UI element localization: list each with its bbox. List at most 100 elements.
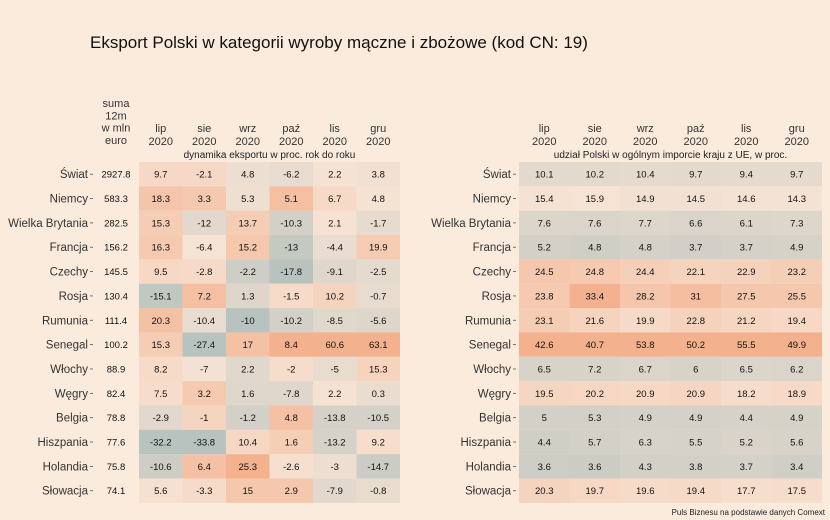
heatmap-cell (356, 332, 400, 357)
cell-value-label: 5.3 (588, 413, 601, 424)
cell-value-label: 33.4 (586, 291, 605, 302)
heatmap-cell (182, 186, 226, 211)
cell-value-label: 7.2 (588, 364, 601, 375)
country-label: Rosja (59, 291, 89, 303)
cell-value-label: 9.7 (689, 170, 702, 181)
heatmap-cell (670, 381, 721, 406)
year-header-label: 2020 (279, 136, 303, 148)
year-header-label: 2020 (366, 136, 390, 148)
heatmap-cell (670, 308, 721, 333)
country-label: Włochy (473, 364, 511, 376)
cell-value-label: 19.6 (636, 486, 655, 497)
heatmap-cell (182, 381, 226, 406)
cell-value-label: 25.5 (788, 291, 807, 302)
cell-value-label: 15.9 (586, 194, 605, 205)
heatmap-cell (771, 210, 822, 236)
heatmap-cell (226, 259, 270, 284)
month-header-label: wrz (238, 123, 256, 135)
heatmap-cell (721, 381, 772, 406)
cell-value-label: 5.5 (689, 438, 702, 449)
cell-value-label: 6.7 (639, 364, 652, 375)
right-heatmap-panel: lip2020sie2020wrz2020paź2020lis2020gru20… (431, 123, 822, 503)
heatmap-cell (313, 405, 357, 430)
cell-value-label: 18.9 (788, 389, 807, 400)
cell-value-label: -2 (287, 364, 295, 375)
cell-value-label: -13.8 (324, 413, 346, 424)
cell-value-label: 7.3 (790, 218, 803, 229)
cell-value-label: 15.3 (369, 364, 388, 375)
cell-value-label: 14.3 (788, 194, 807, 205)
cell-value-label: -10.5 (367, 413, 389, 424)
cell-value-label: -1.5 (283, 291, 299, 302)
cell-value-label: 3.7 (740, 243, 753, 254)
heatmap-cell (139, 162, 183, 187)
cell-value-label: 19.9 (636, 316, 655, 327)
cell-value-label: 18.3 (152, 194, 171, 205)
month-header-label: paź (282, 123, 300, 135)
heatmap-cell (182, 210, 226, 236)
country-label: Francja (50, 242, 89, 254)
heatmap-cell (771, 308, 822, 333)
cell-value-label: 20.9 (636, 389, 655, 400)
heatmap-cell (670, 210, 721, 236)
cell-value-label: 9.7 (790, 170, 803, 181)
cell-value-label: 7.6 (588, 218, 601, 229)
heatmap-cell (356, 405, 400, 430)
heatmap-cell (139, 454, 183, 479)
cell-value-label: 20.3 (152, 316, 171, 327)
cell-value-label: 63.1 (369, 340, 388, 351)
heatmap-cell (620, 454, 671, 479)
cell-value-label: 5.3 (241, 194, 254, 205)
heatmap-cell (313, 478, 357, 503)
heatmap-cell (269, 332, 313, 357)
sum-header-label: 12m (105, 110, 126, 122)
cell-value-label: 19.5 (535, 389, 554, 400)
cell-value-label: -2.9 (153, 413, 169, 424)
heatmap-cell (356, 356, 400, 382)
country-label: Niemcy (473, 194, 512, 206)
cell-value-label: 15.3 (152, 340, 171, 351)
cell-value-label: 20.3 (535, 486, 554, 497)
cell-value-label: 5.1 (285, 194, 298, 205)
heatmap-cell (519, 478, 570, 503)
heatmap-cell (771, 429, 822, 455)
cell-value-label: 7.2 (198, 291, 211, 302)
cell-value-label: -10.3 (280, 218, 302, 229)
country-label: Świat (483, 168, 512, 181)
cell-value-label: 6.6 (689, 218, 702, 229)
cell-value-label: -6.2 (283, 170, 299, 181)
month-header-label: lis (330, 123, 341, 135)
heatmap-cell (620, 210, 671, 236)
heatmap-cell (139, 210, 183, 236)
sum-value-label: 130.4 (104, 291, 128, 302)
cell-value-label: 10.2 (586, 170, 605, 181)
heatmap-cell (620, 308, 671, 333)
cell-value-label: -6.4 (196, 243, 212, 254)
cell-value-label: 19.7 (586, 486, 605, 497)
heatmap-cell (569, 210, 620, 236)
heatmap-cell (670, 429, 721, 455)
heatmap-cell (771, 381, 822, 406)
country-label: Belgia (56, 413, 89, 425)
panel-subtitle: dynamika eksportu w proc. rok do roku (184, 150, 356, 161)
cell-value-label: 15.3 (152, 218, 171, 229)
cell-value-label: 3.2 (198, 389, 211, 400)
heatmap-cell (670, 405, 721, 430)
heatmap-cell (519, 429, 570, 455)
cell-value-label: 22.8 (687, 316, 706, 327)
sum-value-label: 74.1 (107, 486, 126, 497)
chart-title: Eksport Polski w kategorii wyroby mączne… (90, 33, 588, 52)
heatmap-cell (269, 429, 313, 455)
heatmap-cell (721, 308, 772, 333)
cell-value-label: 10.4 (239, 438, 258, 449)
heatmap-cell (226, 332, 270, 357)
country-label: Senegal (469, 340, 511, 352)
heatmap-cell (519, 381, 570, 406)
cell-value-label: -4.4 (327, 243, 343, 254)
country-label: Wielka Brytania (431, 218, 511, 230)
heatmap-cell (771, 162, 822, 187)
cell-value-label: -10.2 (280, 316, 302, 327)
country-label: Senegal (46, 340, 88, 352)
heatmap-cell (269, 235, 313, 260)
